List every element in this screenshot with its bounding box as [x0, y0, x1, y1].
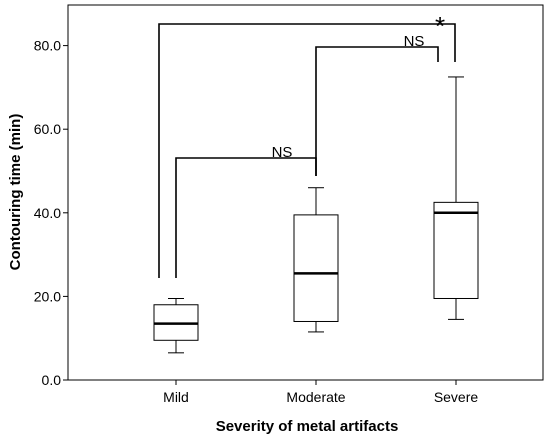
x-axis-title: Severity of metal artifacts — [216, 418, 399, 435]
x-tick-label-severe: Severe — [434, 389, 479, 405]
significance-label: NS — [272, 144, 293, 161]
boxes — [153, 76, 479, 354]
comparison-bracket — [315, 46, 439, 176]
x-tick-label-mild: Mild — [163, 389, 189, 405]
comparison-brackets: NS NS * — [158, 11, 456, 278]
iqr-box — [293, 214, 339, 322]
box-severe — [433, 76, 479, 320]
x-axis: Mild Moderate Severe — [163, 380, 478, 405]
box-moderate — [293, 187, 339, 333]
y-tick-label: 0.0 — [42, 372, 62, 388]
significance-label: NS — [404, 33, 425, 50]
box-mild — [153, 297, 199, 354]
iqr-box — [433, 201, 479, 299]
y-tick-label: 60.0 — [34, 121, 61, 137]
significance-label: * — [435, 11, 445, 41]
comparison-bracket — [158, 23, 456, 278]
plot-frame — [67, 4, 544, 381]
y-axis-title: Contouring time (min) — [7, 114, 24, 271]
y-axis: 0.0 20.0 40.0 60.0 80.0 — [34, 38, 68, 388]
x-tick-label-moderate: Moderate — [286, 389, 345, 405]
y-tick-label: 40.0 — [34, 205, 61, 221]
y-tick-label: 20.0 — [34, 288, 61, 304]
y-tick-label: 80.0 — [34, 38, 61, 54]
